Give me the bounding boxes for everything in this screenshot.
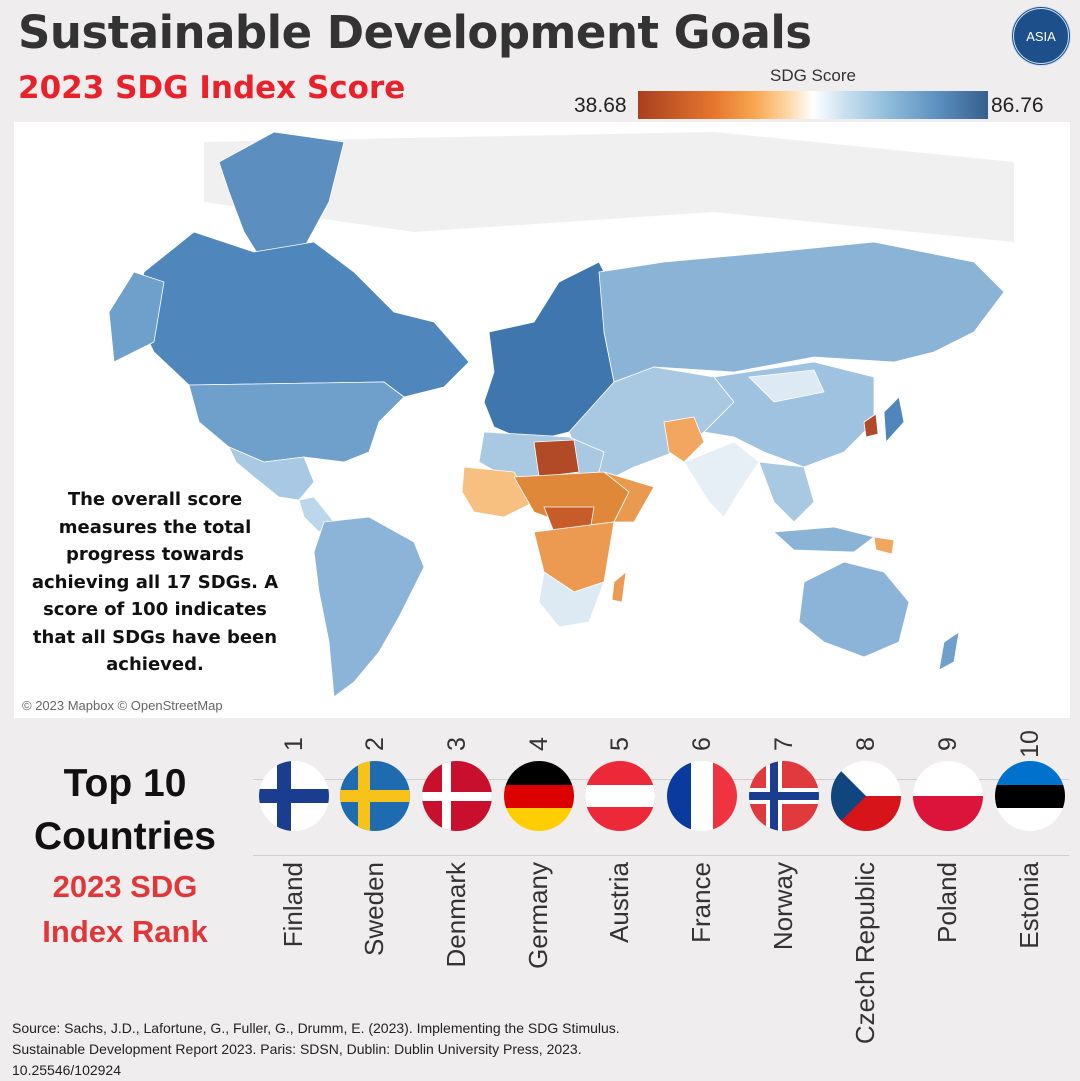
- source-line-3: 10.25546/102924: [12, 1062, 121, 1078]
- ranking-subtitle-line1: 2023 SDG: [52, 869, 198, 904]
- afghanistan-pakistan: [663, 416, 705, 463]
- flag-germany: [504, 761, 574, 831]
- australia: [798, 561, 910, 658]
- rank-number: 10: [1015, 730, 1044, 758]
- flag-austria: [585, 761, 655, 831]
- flag-czech-republic: [831, 761, 901, 831]
- flag-poland: [913, 761, 983, 831]
- rank-number: 7: [769, 737, 798, 751]
- ranking-subtitle-line2: Index Rank: [42, 914, 208, 949]
- legend-title: SDG Score: [770, 66, 856, 85]
- rank-number: 5: [605, 737, 634, 751]
- map-credit[interactable]: © 2023 Mapbox © OpenStreetMap: [22, 698, 223, 713]
- libya: [533, 439, 580, 478]
- legend-min: 38.68: [574, 94, 627, 117]
- papua: [873, 536, 895, 555]
- world-map[interactable]: The overall score measures the total pro…: [14, 122, 1070, 718]
- usa: [188, 381, 405, 463]
- flag-france: [667, 761, 737, 831]
- asia-logo: ASIA: [1011, 6, 1071, 66]
- india: [683, 441, 760, 518]
- japan: [883, 396, 905, 443]
- rank-number: 1: [279, 737, 308, 751]
- flag-estonia: [995, 761, 1065, 831]
- mongolia: [748, 369, 825, 403]
- canada: [133, 231, 470, 398]
- flag-sweden: [340, 761, 410, 831]
- legend-color-bar: [638, 91, 988, 119]
- ranking-title-line2: Countries: [33, 815, 216, 858]
- indonesia: [773, 526, 875, 553]
- source-line-2: Sustainable Development Report 2023. Par…: [12, 1041, 582, 1057]
- rank-number: 8: [851, 737, 880, 751]
- flag-denmark: [422, 761, 492, 831]
- source-line-1: Source: Sachs, J.D., Lafortune, G., Full…: [12, 1020, 620, 1036]
- rank-number: 6: [687, 737, 716, 751]
- korea-north: [863, 413, 879, 438]
- country-name: Poland: [932, 862, 962, 943]
- logo-text: ASIA: [1026, 28, 1056, 44]
- country-name: Czech Republic: [850, 862, 880, 1045]
- divider-bottom: [253, 855, 1069, 856]
- southeast-asia: [758, 461, 815, 523]
- divider-top: [253, 779, 1069, 780]
- rank-number: 2: [360, 737, 389, 751]
- map-note: The overall score measures the total pro…: [31, 489, 279, 675]
- page-subtitle: 2023 SDG Index Score: [18, 70, 406, 106]
- country-name: France: [686, 862, 716, 943]
- russia: [598, 241, 1005, 383]
- southern-africa: [538, 571, 605, 628]
- rank-number: 9: [933, 737, 962, 751]
- flag-finland: [259, 761, 329, 831]
- new-zealand: [938, 631, 960, 671]
- rank-number: 3: [442, 737, 471, 751]
- country-name: Norway: [768, 862, 798, 951]
- antarctic-land: [204, 132, 1014, 242]
- page-title: Sustainable Development Goals: [18, 6, 812, 59]
- alaska: [108, 271, 165, 363]
- flag-norway: [749, 761, 819, 831]
- ranking-title-line1: Top 10: [63, 762, 187, 805]
- legend-max: 86.76: [991, 94, 1044, 117]
- rank-number: 4: [524, 737, 553, 751]
- south-america: [313, 516, 425, 698]
- country-name: Estonia: [1014, 862, 1044, 949]
- choropleth-map: [108, 131, 1014, 698]
- madagascar: [611, 571, 627, 603]
- source-citation: Source: Sachs, J.D., Lafortune, G., Full…: [12, 1018, 620, 1081]
- horn-of-africa: [603, 471, 655, 523]
